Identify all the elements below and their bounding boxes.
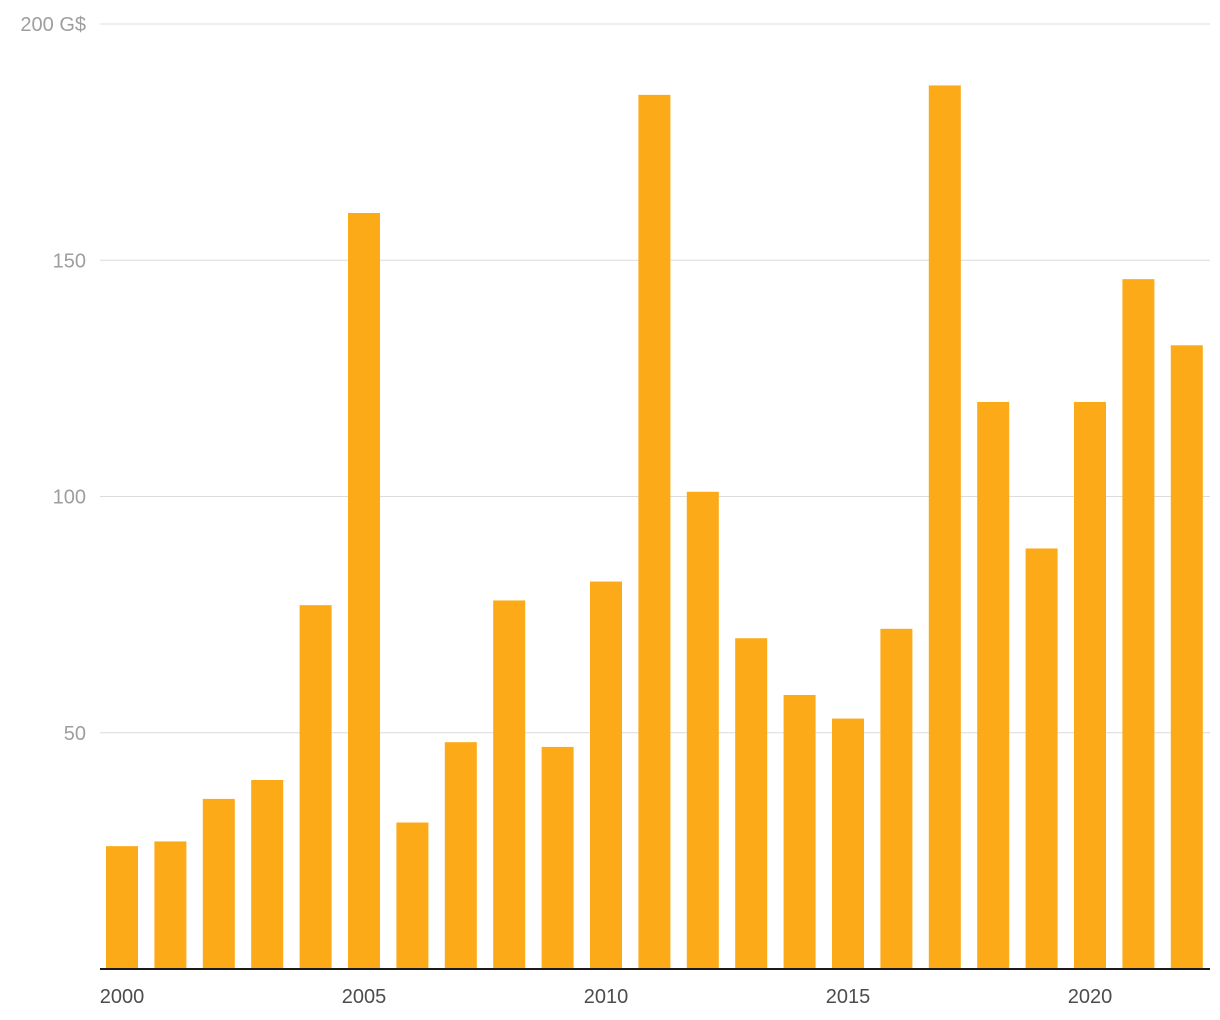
bar-2013 [735,638,768,969]
bar-2019 [1025,548,1058,969]
bar-2010 [590,581,622,969]
bar-2003 [251,780,284,969]
x-tick-label: 2010 [584,986,629,1008]
x-tick-label: 2000 [100,986,145,1008]
x-tick-label: 2020 [1068,986,1113,1008]
bar-2022 [1170,345,1203,969]
bar-2007 [444,742,477,969]
y-tick-label: 150 [53,250,86,272]
bar-2002 [202,798,235,969]
bar-2017 [928,85,961,970]
bar-2008 [493,600,526,969]
bar-2015 [832,718,864,969]
bar-2014 [783,694,816,969]
y-tick-label: 200 G$ [20,14,86,36]
bar-2001 [154,841,187,969]
bar-2018 [977,402,1010,969]
bar-2020 [1074,402,1106,969]
y-axis-labels: 50 100 150 200 G$ [20,14,86,745]
x-tick-label: 2015 [826,986,871,1008]
bar-2004 [299,605,332,969]
bar-2012 [686,491,719,969]
bar-2005 [348,213,380,969]
y-tick-label: 100 [53,487,86,509]
bars [106,85,1203,970]
bar-2016 [880,628,913,969]
bar-2000 [106,846,138,969]
bar-2006 [396,822,429,969]
y-tick-label: 50 [64,723,86,745]
x-axis-labels: 2000 2005 2010 2015 2020 [100,986,1113,1008]
bar-2009 [541,746,574,969]
bar-2011 [638,94,671,970]
x-tick-label: 2005 [342,986,387,1008]
bar-2021 [1122,279,1155,969]
